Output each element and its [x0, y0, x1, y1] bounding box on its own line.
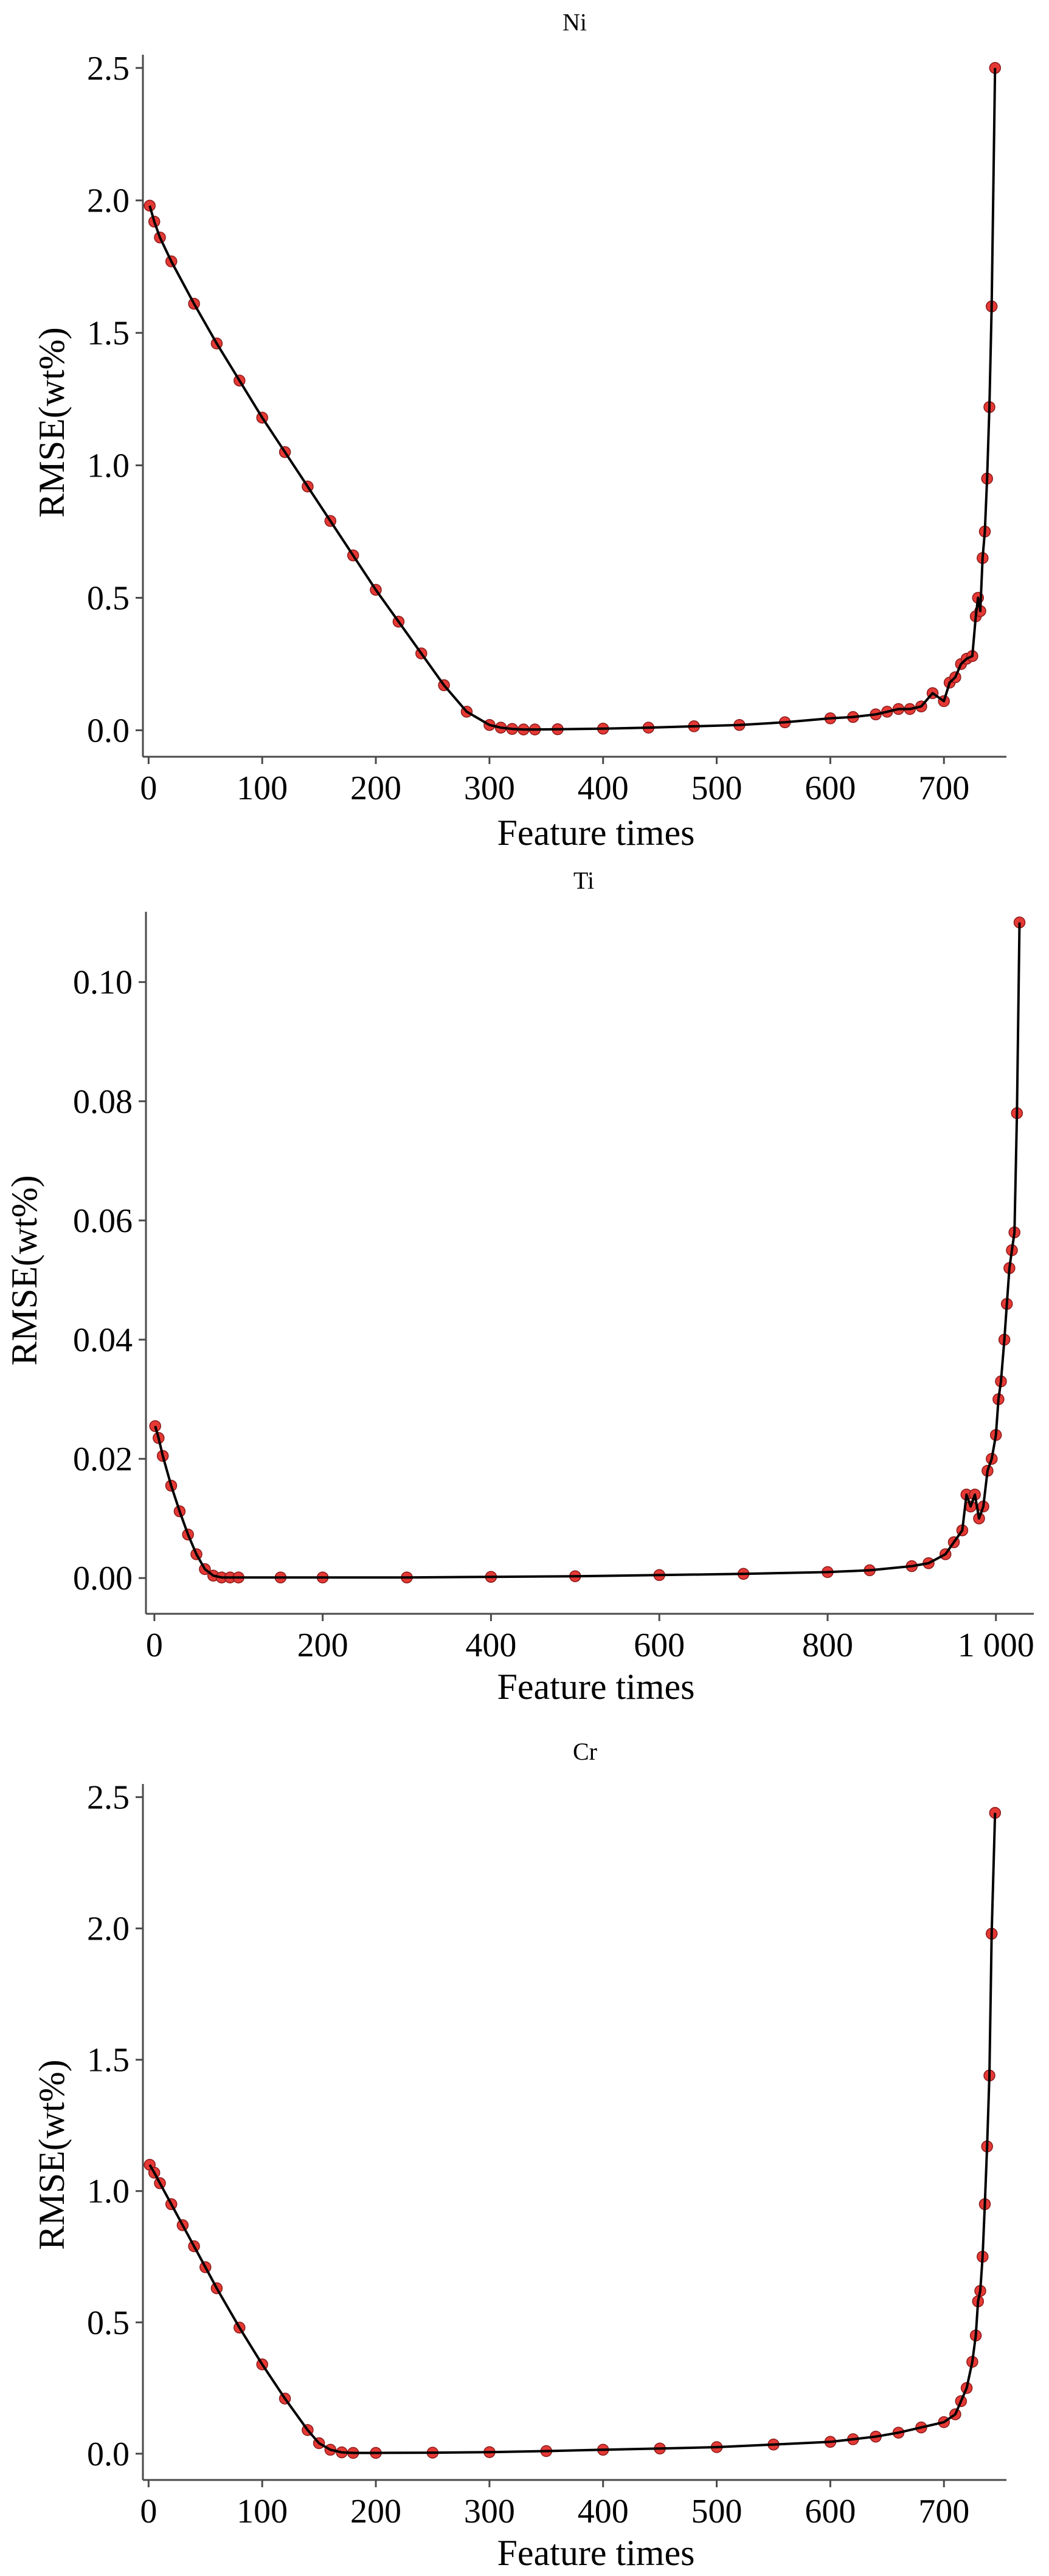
x-ticks: 0 100 200 300 400 500 600 700: [140, 2480, 969, 2530]
series-line: [154, 922, 1021, 1579]
data-points: [144, 62, 1002, 735]
y-ticks: 0.0 0.5 1.0 1.5 2.0 2.5: [87, 50, 143, 749]
y-axis-label: RMSE(wt%): [32, 327, 72, 517]
y-tick-label: 0.06: [73, 1202, 133, 1240]
x-tick-label: 100: [237, 2493, 288, 2530]
series-line: [148, 67, 997, 731]
x-tick-label: 400: [578, 770, 629, 807]
chart-title: Ti: [573, 867, 594, 894]
x-tick-label: 600: [805, 770, 856, 807]
y-tick-label: 0.5: [87, 579, 130, 617]
x-tick-label: 600: [634, 1627, 685, 1664]
y-tick-label: 1.5: [87, 315, 130, 353]
chart-panel-ni: Ni RMSE(wt%) Feature times 0.0 0.5 1.0 1.5 2…: [32, 9, 1006, 853]
chart-panel-ti: Ti RMSE(wt%) Feature times 0.000.020.040…: [4, 867, 1034, 1707]
x-tick-label: 200: [350, 770, 401, 807]
y-ticks: 0.0 0.5 1.0 1.5 2.0 2.5: [87, 1779, 143, 2473]
y-tick-label: 2.0: [87, 1910, 130, 1948]
x-tick-label: 100: [237, 770, 288, 807]
y-tick-label: 2.5: [87, 50, 130, 88]
x-tick-label: 1 000: [958, 1627, 1034, 1664]
x-tick-label: 700: [918, 2493, 969, 2530]
x-tick-label: 700: [918, 770, 969, 807]
y-tick-label: 1.0: [87, 447, 130, 485]
x-tick-label: 200: [350, 2493, 401, 2530]
chart-panel-cr: Cr RMSE(wt%) Feature times 0.0 0.5 1.0 1.5 2…: [32, 1738, 1006, 2573]
y-tick-label: 2.0: [87, 182, 130, 220]
y-tick-label: 0.08: [73, 1083, 133, 1121]
chart-title: Cr: [573, 1738, 597, 1765]
y-tick-label: 0.0: [87, 2436, 130, 2473]
x-axis-label: Feature times: [497, 813, 695, 853]
x-tick-label: 200: [297, 1627, 348, 1664]
x-tick-label: 400: [578, 2493, 629, 2530]
x-tick-label: 800: [802, 1627, 853, 1664]
y-tick-label: 0.5: [87, 2304, 130, 2342]
y-tick-label: 0.04: [73, 1321, 133, 1359]
y-tick-label: 0.0: [87, 712, 130, 749]
series-line: [148, 1813, 997, 2454]
y-tick-label: 1.0: [87, 2173, 130, 2211]
x-tick-label: 400: [465, 1627, 516, 1664]
y-tick-label: 0.02: [73, 1441, 133, 1478]
y-tick-label: 2.5: [87, 1779, 130, 1817]
x-axis-label: Feature times: [497, 2533, 695, 2573]
x-tick-label: 300: [464, 770, 515, 807]
chart-title: Ni: [563, 9, 587, 36]
x-tick-label: 0: [140, 770, 157, 807]
x-tick-label: 500: [691, 2493, 743, 2530]
y-tick-label: 0.00: [73, 1560, 133, 1597]
data-points: [144, 1806, 1002, 2459]
data-points: [149, 916, 1026, 1583]
x-ticks: 0 100 200 300 400 500 600 700: [140, 757, 969, 807]
x-tick-label: 0: [146, 1627, 163, 1664]
x-tick-label: 0: [140, 2493, 157, 2530]
y-axis-label: RMSE(wt%): [4, 1175, 44, 1365]
y-ticks: 0.00 0.02 0.04 0.06 0.08 0.10: [73, 964, 146, 1597]
x-tick-label: 600: [805, 2493, 856, 2530]
x-tick-label: 500: [691, 770, 743, 807]
y-axis-label: RMSE(wt%): [32, 2059, 72, 2250]
y-tick-label: 0.10: [73, 964, 133, 1002]
x-ticks: 0 200 400 600 800 1 000: [146, 1614, 1034, 1664]
x-tick-label: 300: [464, 2493, 515, 2530]
x-axis-label: Feature times: [497, 1667, 695, 1707]
y-tick-label: 1.5: [87, 2042, 130, 2079]
